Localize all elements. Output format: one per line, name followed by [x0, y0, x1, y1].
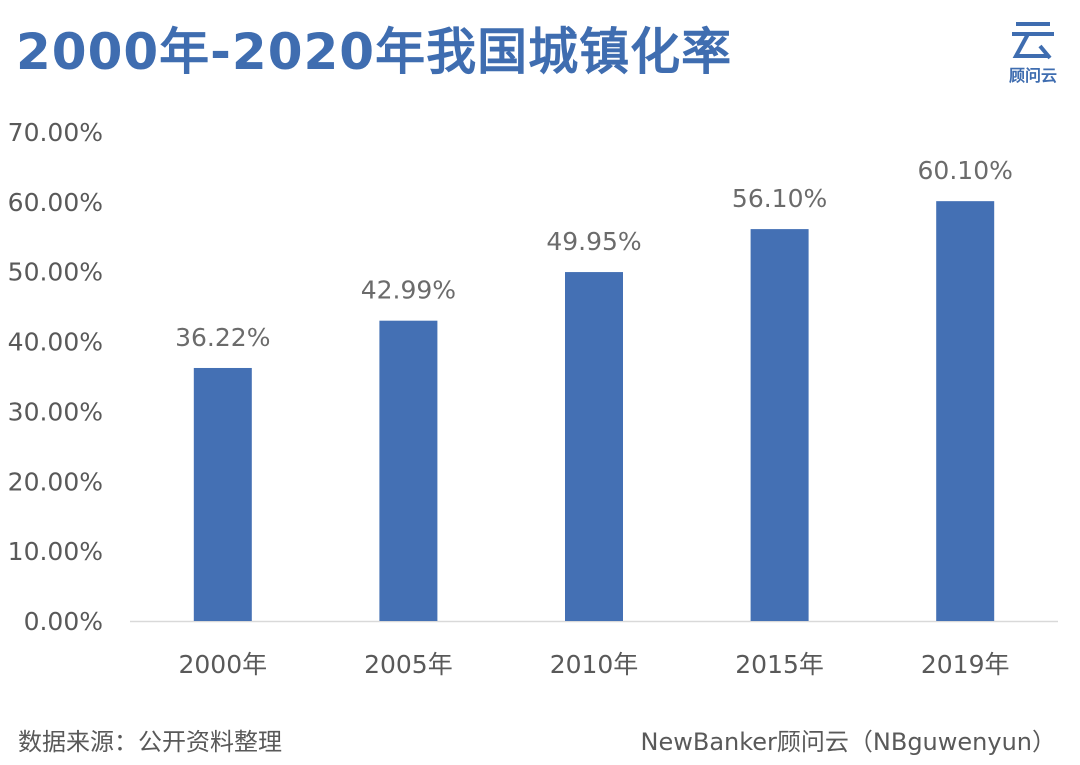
gwy-logo-icon [1012, 22, 1054, 60]
x-tick-label: 2005年 [364, 650, 453, 679]
y-tick-label: 60.00% [8, 188, 103, 217]
y-tick-label: 20.00% [8, 467, 103, 496]
bar [565, 272, 623, 621]
data-label: 60.10% [918, 156, 1013, 185]
source-note: 数据来源：公开资料整理 [18, 728, 282, 756]
x-tick-label: 2019年 [921, 650, 1010, 679]
logo-text: 顾问云 [1008, 66, 1057, 85]
x-tick-label: 2015年 [735, 650, 824, 679]
x-tick-label: 2010年 [550, 650, 639, 679]
data-label: 56.10% [732, 184, 827, 213]
bar [379, 320, 438, 621]
bar [193, 367, 252, 621]
y-tick-label: 70.00% [8, 118, 103, 147]
y-tick-label: 30.00% [8, 397, 103, 426]
x-tick-label: 2000年 [178, 650, 267, 679]
data-label: 42.99% [361, 276, 456, 305]
credit-note: NewBanker顾问云（NBguwenyun） [640, 728, 1057, 756]
y-tick-label: 10.00% [8, 537, 103, 566]
brand-logo: 顾问云 [1002, 20, 1064, 86]
bar [750, 229, 809, 621]
data-label: 49.95% [546, 227, 641, 256]
data-label: 36.22% [175, 323, 270, 352]
y-tick-label: 40.00% [8, 328, 103, 357]
bar [936, 201, 995, 621]
y-tick-label: 50.00% [8, 258, 103, 287]
y-tick-label: 0.00% [24, 607, 103, 636]
chart-title: 2000年-2020年我国城镇化率 [16, 23, 733, 81]
